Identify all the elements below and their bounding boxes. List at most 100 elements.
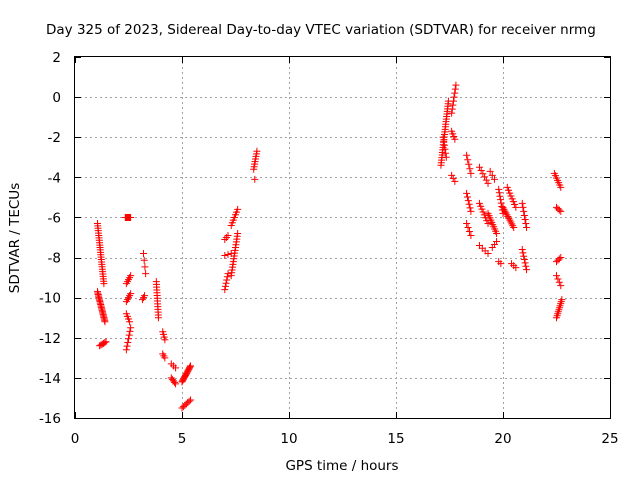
x-tick-label: 5 bbox=[178, 431, 187, 447]
y-tick-label: -14 bbox=[39, 371, 61, 387]
data-point bbox=[448, 109, 456, 117]
data-point bbox=[523, 266, 531, 274]
data-point bbox=[520, 207, 528, 215]
x-tick-label: 20 bbox=[494, 431, 511, 447]
data-point bbox=[503, 183, 511, 191]
data-point bbox=[463, 219, 471, 227]
data-point bbox=[520, 252, 528, 260]
data-point bbox=[484, 179, 492, 187]
data-point bbox=[475, 199, 483, 207]
data-point bbox=[139, 250, 147, 258]
data-point bbox=[466, 204, 474, 212]
data-point bbox=[509, 222, 517, 230]
data-point bbox=[465, 160, 473, 168]
data-point bbox=[477, 202, 485, 210]
data-point bbox=[102, 338, 110, 346]
data-point bbox=[520, 211, 528, 219]
data-point bbox=[505, 186, 513, 194]
data-point bbox=[234, 229, 242, 237]
data-point bbox=[481, 173, 489, 181]
data-point bbox=[478, 205, 486, 213]
data-point bbox=[518, 246, 526, 254]
data-point bbox=[499, 203, 507, 211]
data-point bbox=[161, 354, 169, 362]
data-point bbox=[452, 81, 460, 89]
data-point bbox=[497, 196, 505, 204]
data-point bbox=[187, 396, 195, 404]
data-point bbox=[484, 219, 492, 227]
y-tick-label: -12 bbox=[39, 331, 61, 347]
data-point bbox=[251, 175, 259, 183]
data-point bbox=[490, 175, 498, 183]
data-point bbox=[449, 97, 457, 105]
data-point bbox=[495, 189, 503, 197]
data-point bbox=[448, 171, 456, 179]
data-point bbox=[464, 156, 472, 164]
data-point bbox=[224, 231, 232, 239]
data-point bbox=[140, 256, 148, 264]
data-point bbox=[449, 101, 457, 109]
data-point bbox=[440, 137, 448, 145]
data-point bbox=[101, 318, 109, 326]
chart-title: Day 325 of 2023, Sidereal Day-to-day VTE… bbox=[46, 22, 596, 38]
data-point bbox=[496, 192, 504, 200]
data-point bbox=[479, 170, 487, 178]
y-tick-label: -6 bbox=[48, 210, 61, 226]
grid-lines bbox=[75, 57, 610, 418]
data-point bbox=[512, 203, 520, 211]
data-point bbox=[464, 197, 472, 205]
data-point bbox=[441, 145, 449, 153]
x-axis-label: GPS time / hours bbox=[285, 458, 398, 474]
y-axis-label: SDTVAR / TECUs bbox=[7, 183, 23, 293]
y-axis: -16 -14 -12 -10 -8 -6 -4 -2 0 2 bbox=[39, 50, 610, 427]
y-tick-label: -10 bbox=[39, 291, 61, 307]
data-point bbox=[222, 279, 230, 287]
data-point bbox=[125, 331, 133, 339]
data-point bbox=[521, 215, 529, 223]
data-point bbox=[475, 163, 483, 171]
y-tick-label: -8 bbox=[48, 251, 61, 267]
data-point bbox=[451, 89, 459, 97]
data-point bbox=[482, 176, 490, 184]
data-point bbox=[557, 183, 565, 191]
data-point bbox=[186, 363, 194, 371]
data-point bbox=[221, 252, 229, 260]
data-point bbox=[519, 249, 527, 257]
data-point bbox=[123, 342, 131, 350]
data-point bbox=[493, 238, 501, 246]
data-point bbox=[463, 189, 471, 197]
data-point bbox=[500, 205, 508, 213]
data-point bbox=[505, 214, 513, 222]
data-point bbox=[467, 231, 475, 239]
data-point bbox=[497, 260, 505, 268]
data-point bbox=[126, 318, 134, 326]
x-tick-label: 0 bbox=[71, 431, 80, 447]
data-point bbox=[141, 263, 149, 271]
data-point bbox=[553, 272, 560, 280]
data-point bbox=[522, 262, 530, 270]
data-point bbox=[442, 149, 450, 157]
data-point bbox=[253, 147, 261, 155]
data-point bbox=[234, 205, 242, 213]
data-point bbox=[450, 93, 458, 101]
data-point bbox=[503, 211, 511, 219]
y-tick-label: -16 bbox=[39, 411, 61, 427]
data-point bbox=[122, 346, 130, 354]
data-point bbox=[127, 272, 135, 280]
data-point bbox=[488, 171, 496, 179]
data-point bbox=[467, 207, 475, 215]
data-point bbox=[161, 336, 169, 344]
data-point bbox=[466, 165, 474, 173]
data-point bbox=[508, 220, 516, 228]
data-point bbox=[101, 339, 109, 347]
data-point bbox=[127, 324, 135, 332]
x-tick-label: 25 bbox=[601, 431, 618, 447]
data-point bbox=[518, 199, 526, 207]
data-point bbox=[451, 177, 459, 185]
data-point bbox=[506, 189, 514, 197]
y-tick-label: -2 bbox=[48, 130, 61, 146]
data-point bbox=[465, 227, 473, 235]
data-point bbox=[555, 255, 563, 263]
data-point bbox=[557, 282, 565, 290]
data-point bbox=[493, 229, 501, 237]
